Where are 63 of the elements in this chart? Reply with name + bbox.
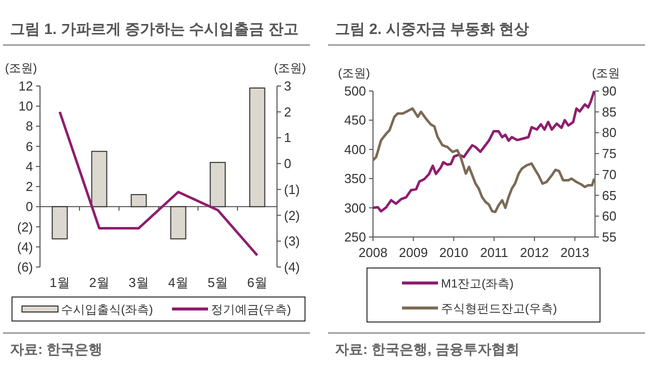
legend-label: 정기예금(우측)	[211, 302, 291, 316]
x-tick-label: 4월	[168, 275, 188, 290]
y-tick-label: 10	[18, 98, 33, 114]
x-tick-label: 1월	[50, 275, 70, 290]
y-tick-label: (2)	[17, 219, 33, 234]
y-tick-label: 250	[344, 230, 366, 244]
y-tick-label: 300	[344, 200, 366, 216]
y-tick-label: 350	[344, 171, 366, 186]
y-tick-label: 0	[26, 199, 33, 214]
y-tick-label: (4)	[17, 239, 33, 254]
y2-tick-label: (3)	[284, 234, 300, 249]
x-tick-label: 2011	[480, 245, 508, 260]
x-tick-label: 2008	[358, 245, 388, 260]
y2-axis-title: (조원	[592, 66, 620, 80]
x-tick-label: 2010	[439, 245, 468, 260]
y2-tick-label: 1	[284, 130, 292, 146]
y2-tick-label: 70	[602, 166, 616, 182]
y2-tick-label: 55	[602, 230, 616, 244]
chart-title: 그림 1. 가파르게 증가하는 수시입출금 잔고	[10, 21, 298, 38]
legend-label: 주식형펀드잔고(우측)	[441, 302, 557, 316]
line-series	[58, 110, 258, 257]
bar	[249, 88, 266, 208]
y-tick-label: (6)	[17, 260, 33, 274]
text: 자료: 한국은행, 금융투자협회	[335, 341, 520, 357]
y-tick-label: 12	[18, 78, 33, 94]
bar	[170, 206, 186, 240]
y2-tick-label: 90	[602, 84, 616, 98]
y2-tick-label: (1)	[284, 182, 300, 197]
x-tick-label: 2009	[398, 245, 428, 260]
y-tick-label: 450	[344, 112, 366, 128]
y-tick-label: 6	[26, 138, 33, 154]
y2-tick-label: 65	[602, 188, 616, 203]
bar	[91, 150, 108, 208]
y-tick-label: 400	[344, 142, 366, 157]
y-axis-title: (조원)	[5, 61, 37, 75]
y2-tick-label: 75	[602, 146, 616, 162]
x-tick-label: 2월	[89, 275, 110, 290]
y2-tick-label: 80	[602, 125, 616, 140]
y2-tick-label: 60	[602, 208, 616, 224]
y2-tick-label: (4)	[284, 260, 300, 274]
bar	[52, 206, 68, 240]
y2-axis-title: (조원)	[274, 61, 306, 75]
legend-label: 수시입출식(좌측)	[61, 302, 153, 316]
y2-tick-label: 3	[284, 78, 292, 94]
y-tick-label: 4	[26, 158, 33, 174]
legend-label: M1잔고(좌측)	[441, 276, 514, 290]
y2-tick-label: 0	[284, 156, 292, 172]
y2-tick-label: 2	[284, 104, 292, 120]
x-tick-label: 6월	[247, 275, 268, 290]
y-tick-label: 500	[344, 84, 366, 98]
y2-tick-label: (2)	[284, 208, 300, 223]
bar	[130, 194, 147, 208]
y-axis-title: (조원)	[338, 66, 370, 80]
x-tick-label: 3월	[128, 275, 149, 290]
y2-tick-label: 85	[602, 104, 616, 120]
x-tick-label: 5월	[208, 275, 228, 290]
y-tick-label: 8	[26, 118, 33, 134]
bar	[210, 162, 226, 208]
chart-title: 그림 2. 시중자금 부동화 현상	[335, 21, 530, 38]
text: 자료: 한국은행	[10, 341, 103, 357]
y-tick-label: 2	[26, 179, 33, 194]
x-tick-label: 2012	[520, 245, 549, 260]
x-tick-label: 2013	[560, 245, 590, 260]
